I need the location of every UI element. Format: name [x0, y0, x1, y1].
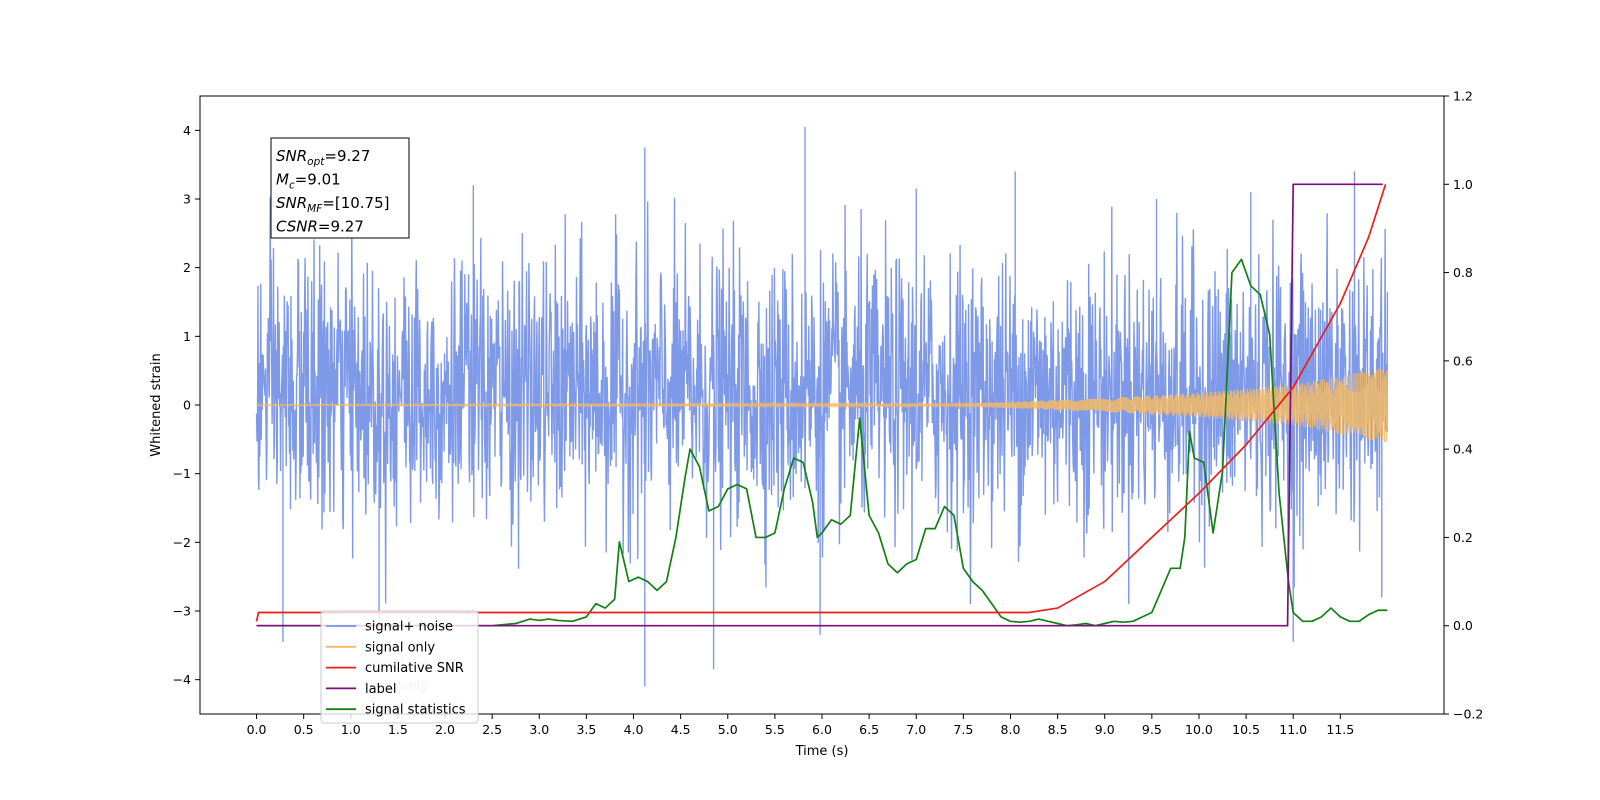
x-tick-label: 7.0	[906, 722, 926, 737]
y-tick-label: −2	[173, 535, 191, 550]
x-tick-label: 2.5	[482, 722, 502, 737]
y2-tick-label: 1.2	[1453, 89, 1473, 104]
x-tick-label: 0.0	[247, 722, 267, 737]
x-tick-label: 9.5	[1142, 722, 1162, 737]
x-tick-label: 8.5	[1048, 722, 1068, 737]
y-tick-label: 3	[183, 192, 191, 207]
x-tick-label: 2.0	[435, 722, 455, 737]
y2-tick-label: 0.6	[1453, 353, 1473, 368]
legend-frame	[320, 610, 479, 724]
x-tick-label: 10.0	[1185, 722, 1213, 737]
y-axis-right: −0.2 0.0 0.2 0.4 0.6 0.8 1.0 1.2	[1444, 89, 1483, 722]
y2-tick-label: −0.2	[1453, 707, 1483, 722]
x-tick-label: 4.5	[671, 722, 691, 737]
x-tick-label: 8.0	[1001, 722, 1021, 737]
series-signal-only	[256, 368, 1389, 443]
x-axis: 0.0 0.5 1.0 1.5 2.0 2.5 3.0 3.5 4.0 4.5 5.0 5.5 6.0 6…	[247, 714, 1354, 737]
annotation-line: SNRopt=9.27	[276, 147, 370, 168]
x-tick-label: 6.0	[812, 722, 832, 737]
series-signal-noise	[255, 126, 1389, 687]
plot-area	[255, 126, 1389, 687]
annotation-line: Mc=9.01	[276, 171, 341, 192]
x-tick-label: 1.5	[388, 722, 408, 737]
x-tick-label: 1.0	[341, 722, 361, 737]
y2-tick-label: 1.0	[1453, 177, 1473, 192]
annotation-line: CSNR=9.27	[276, 218, 364, 236]
y-axis-label: Whitened strain	[149, 353, 164, 456]
y-tick-label: 0	[183, 398, 191, 413]
y2-tick-label: 0.8	[1453, 265, 1473, 280]
y-tick-label: −3	[173, 604, 191, 619]
annotation-frame	[270, 137, 410, 239]
annotation-line: SNRMF=[10.75]	[276, 194, 390, 215]
legend-label: cumilative SNR	[365, 661, 464, 676]
series-signal-statistics	[256, 258, 1388, 627]
y2-tick-label: 0.0	[1453, 618, 1473, 633]
y-tick-label: 2	[183, 260, 191, 275]
legend: signal onlylabel onlysignal statisticssi…	[320, 610, 479, 724]
legend-label: signal statistics	[365, 703, 466, 718]
x-tick-label: 7.5	[953, 722, 973, 737]
legend-label: label	[365, 682, 396, 697]
x-tick-label: 11.0	[1279, 722, 1307, 737]
legend-label: signal only	[365, 640, 435, 655]
x-tick-label: 4.0	[624, 722, 644, 737]
y-axis-left: −4 −3 −2 −1 0 1 2 3 4	[173, 123, 200, 687]
legend-label: signal+ noise	[365, 620, 453, 635]
y-tick-label: 1	[183, 329, 191, 344]
x-axis-label: Time (s)	[795, 744, 849, 759]
x-tick-label: 0.5	[294, 722, 314, 737]
y2-tick-label: 0.2	[1453, 530, 1473, 545]
x-tick-label: 6.5	[859, 722, 879, 737]
y2-tick-label: 0.4	[1453, 442, 1473, 457]
x-tick-label: 5.5	[765, 722, 785, 737]
series-label	[256, 183, 1383, 627]
x-tick-label: 3.5	[576, 722, 596, 737]
y-tick-label: 4	[183, 123, 191, 138]
y-tick-label: −1	[173, 466, 191, 481]
y-tick-label: −4	[173, 672, 191, 687]
x-tick-label: 3.0	[529, 722, 549, 737]
x-tick-label: 5.0	[718, 722, 738, 737]
x-tick-label: 9.0	[1095, 722, 1115, 737]
x-tick-label: 10.5	[1232, 722, 1260, 737]
plot-clip-group	[255, 126, 1389, 687]
x-tick-label: 11.5	[1326, 722, 1354, 737]
series-cumulative-snr	[255, 184, 1387, 622]
